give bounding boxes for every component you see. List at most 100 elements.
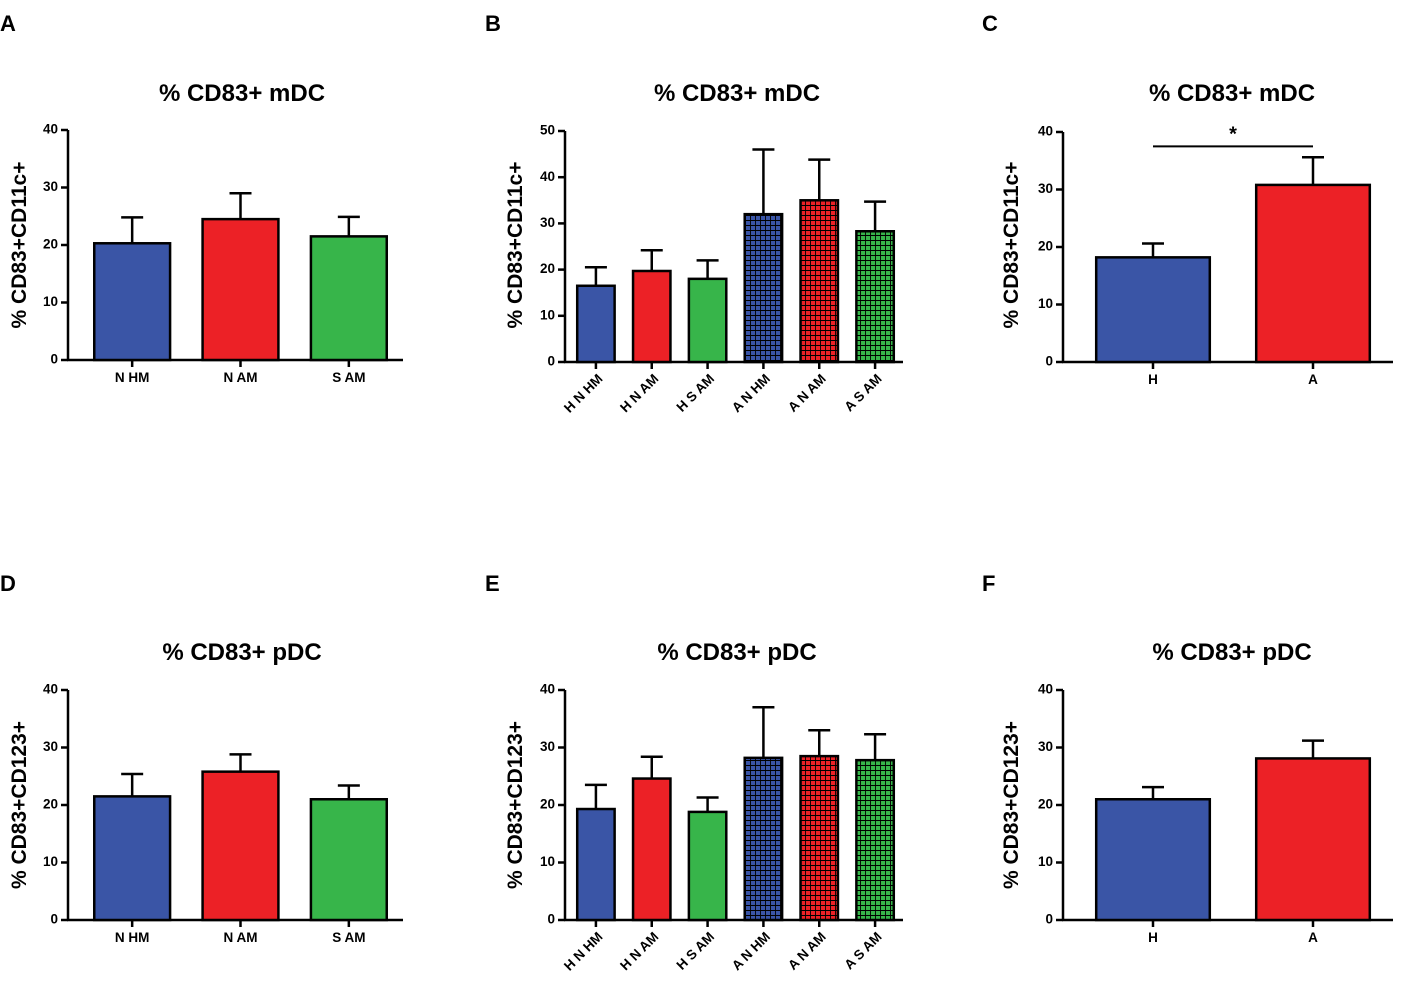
y-tick-label: 0 — [1045, 912, 1053, 927]
bar-s-am — [309, 798, 388, 922]
y-tick-label: 20 — [1038, 239, 1053, 254]
bar-a — [1254, 757, 1372, 922]
chart-panel-a: A % CD83+ mDC % CD83+CD11c+ 0 10 20 30 40 N HM N … — [0, 11, 403, 385]
chart-title: % CD83+ mDC — [654, 80, 820, 107]
x-category-label: H — [1148, 930, 1158, 945]
chart-panel-c: C % CD83+ mDC % CD83+CD11c+ 0 10 20 30 40 H A * — [982, 11, 1393, 387]
panel-letter: B — [485, 11, 501, 36]
y-tick-label: 0 — [1045, 354, 1053, 369]
bar-a-n-hm — [743, 212, 784, 364]
y-tick-label: 0 — [547, 912, 555, 927]
x-category-label: N HM — [115, 370, 150, 385]
x-category-label: A N HM — [729, 371, 773, 415]
x-category-label: H — [1148, 372, 1158, 387]
chart-title: % CD83+ mDC — [1149, 80, 1315, 107]
x-category-label: A — [1308, 930, 1318, 945]
x-category-label: N AM — [224, 370, 258, 385]
bar-h-s-am — [687, 810, 728, 922]
y-tick-label: 10 — [1038, 854, 1053, 869]
y-tick-label: 40 — [540, 682, 555, 697]
chart-panel-e: E % CD83+ pDC % CD83+CD123+ 0 10 20 30 40 H N HM… — [485, 571, 903, 974]
y-tick-label: 0 — [50, 352, 58, 367]
x-category-label: A N HM — [729, 929, 773, 973]
chart-title: % CD83+ mDC — [159, 80, 325, 107]
y-axis-label: % CD83+CD123+ — [1000, 721, 1023, 889]
panel-letter: C — [982, 11, 998, 36]
x-category-label: A S AM — [841, 371, 884, 414]
y-tick-label: 40 — [1038, 682, 1053, 697]
y-tick-label: 10 — [540, 307, 555, 322]
bar-h-n-am — [631, 777, 672, 922]
panel-letter: E — [485, 571, 500, 596]
y-tick-label: 20 — [540, 261, 555, 276]
bar-h-s-am — [687, 277, 728, 364]
bar-h — [1094, 256, 1212, 364]
bar-h-n-hm — [575, 807, 616, 922]
y-axis-label: % CD83+CD123+ — [504, 721, 527, 889]
y-axis-label: % CD83+CD123+ — [8, 721, 31, 889]
panel-letter: D — [0, 571, 16, 596]
y-tick-label: 40 — [1038, 124, 1053, 139]
bar-a-s-am — [855, 758, 896, 922]
x-category-label: S AM — [332, 370, 365, 385]
y-tick-label: 30 — [540, 739, 555, 754]
y-axis-label: % CD83+CD11c+ — [8, 162, 31, 329]
chart-title: % CD83+ pDC — [1152, 639, 1311, 666]
y-tick-label: 0 — [50, 912, 58, 927]
significance-star: * — [1229, 123, 1237, 145]
chart-title: % CD83+ pDC — [657, 639, 816, 666]
bar-a — [1254, 183, 1372, 364]
y-axis-label: % CD83+CD11c+ — [1000, 162, 1023, 329]
panel-letter: F — [982, 571, 995, 596]
bar-h-n-am — [631, 269, 672, 364]
y-tick-label: 20 — [43, 237, 58, 252]
bar-n-hm — [93, 795, 172, 922]
chart-panel-f: F % CD83+ pDC % CD83+CD123+ 0 10 20 30 40 H A — [982, 571, 1393, 945]
bar-a-n-hm — [743, 756, 784, 922]
x-category-label: H N AM — [617, 371, 661, 415]
x-category-label: H S AM — [674, 929, 718, 973]
y-tick-label: 10 — [43, 294, 58, 309]
chart-panel-d: D % CD83+ pDC % CD83+CD123+ 0 10 20 30 40 N HM N … — [0, 571, 403, 945]
bar-n-am — [201, 217, 280, 362]
bar-n-hm — [93, 242, 172, 362]
y-tick-label: 10 — [540, 854, 555, 869]
x-category-label: A S AM — [841, 929, 884, 972]
y-tick-label: 30 — [43, 179, 58, 194]
x-category-label: A — [1308, 372, 1318, 387]
panel-letter: A — [0, 11, 16, 36]
y-tick-label: 30 — [540, 215, 555, 230]
bar-a-n-am — [799, 754, 840, 922]
bar-s-am — [309, 235, 388, 362]
y-tick-label: 20 — [540, 797, 555, 812]
y-tick-label: 20 — [1038, 797, 1053, 812]
y-tick-label: 10 — [43, 854, 58, 869]
y-tick-label: 10 — [1038, 296, 1053, 311]
x-category-label: A N AM — [785, 929, 829, 973]
y-tick-label: 20 — [43, 797, 58, 812]
bar-h — [1094, 798, 1212, 922]
y-tick-label: 40 — [540, 169, 555, 184]
bar-h-n-hm — [575, 284, 616, 364]
x-category-label: H S AM — [674, 371, 718, 415]
x-category-label: S AM — [332, 930, 365, 945]
y-tick-label: 40 — [43, 682, 58, 697]
chart-panel-b: B % CD83+ mDC % CD83+CD11c+ 0 10 20 30 40 50 H N … — [485, 11, 903, 416]
x-category-label: H N HM — [561, 371, 606, 416]
x-category-label: A N AM — [785, 371, 829, 415]
x-category-label: N HM — [115, 930, 150, 945]
chart-title: % CD83+ pDC — [162, 639, 321, 666]
bar-a-s-am — [855, 230, 896, 364]
y-tick-label: 30 — [43, 739, 58, 754]
y-tick-label: 0 — [547, 354, 555, 369]
y-tick-label: 30 — [1038, 739, 1053, 754]
bar-n-am — [201, 770, 280, 922]
x-category-label: H N HM — [561, 929, 606, 974]
y-tick-label: 50 — [540, 123, 555, 138]
y-tick-label: 30 — [1038, 181, 1053, 196]
y-axis-label: % CD83+CD11c+ — [504, 162, 527, 329]
x-category-label: N AM — [224, 930, 258, 945]
x-category-label: H N AM — [617, 929, 661, 973]
bar-a-n-am — [799, 199, 840, 364]
